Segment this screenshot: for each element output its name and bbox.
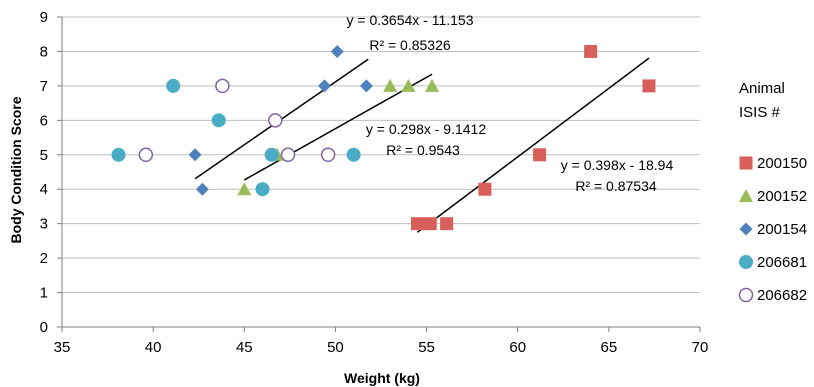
y-axis-title: Body Condition Score xyxy=(8,96,24,243)
legend-marker-206682 xyxy=(738,287,754,303)
legend-label-206682: 206682 xyxy=(757,287,807,304)
legend-marker-200154 xyxy=(739,222,753,236)
legend-marker-200152 xyxy=(739,189,753,202)
data-point-206682 xyxy=(268,113,283,128)
data-point-200152 xyxy=(237,182,252,196)
x-tick-label: 70 xyxy=(692,339,709,356)
data-point-206682 xyxy=(138,147,154,163)
data-point-200150 xyxy=(440,217,454,231)
trendline-3-r2: R² = 0.87534 xyxy=(575,178,657,194)
y-tick-label: 4 xyxy=(40,181,48,198)
legend-title-line2: ISIS # xyxy=(739,104,781,121)
data-point-206682 xyxy=(215,78,230,94)
y-tick-label: 3 xyxy=(40,216,48,233)
trendline-1-r2: R² = 0.85326 xyxy=(369,37,451,53)
y-tick-label: 5 xyxy=(40,147,48,164)
data-point-200150 xyxy=(478,182,492,196)
legend-title-line1: Animal xyxy=(739,80,785,97)
x-tick-label: 45 xyxy=(236,339,253,356)
data-point-200150 xyxy=(410,217,424,231)
data-point-200150 xyxy=(423,217,437,231)
data-point-206682 xyxy=(280,147,296,163)
trendline-2-r2: R² = 0.9543 xyxy=(386,142,460,158)
data-point-200150 xyxy=(533,148,547,162)
data-point-200154 xyxy=(188,148,202,162)
x-tick-label: 50 xyxy=(327,339,344,356)
legend: Animal ISIS # 200150 200152 200154 206681 20… xyxy=(738,80,807,304)
data-point-200150 xyxy=(642,79,656,93)
data-point-206681 xyxy=(111,147,126,162)
data-point-206681 xyxy=(166,78,181,93)
data-point-200154 xyxy=(317,79,331,93)
legend-label-200154: 200154 xyxy=(757,221,807,238)
data-point-200152 xyxy=(425,78,440,92)
legend-marker-200150 xyxy=(739,156,753,170)
trendline-3 xyxy=(417,57,650,233)
x-tick-label: 40 xyxy=(145,339,162,356)
x-axis-title: Weight (kg) xyxy=(344,370,420,386)
data-point-200152 xyxy=(401,78,416,92)
data-point-206681 xyxy=(255,182,270,197)
data-point-200154 xyxy=(359,79,373,93)
trendline-1-equation: y = 0.3654x - 11.153 xyxy=(347,12,474,28)
x-tick-label: 35 xyxy=(54,339,71,356)
data-point-200152 xyxy=(383,78,398,92)
y-tick-label: 9 xyxy=(40,9,48,26)
data-point-206681 xyxy=(211,113,226,128)
data-point-200150 xyxy=(584,44,598,58)
legend-marker-206681 xyxy=(739,255,753,269)
x-tick-label: 60 xyxy=(509,339,526,356)
trendline-labels: y = 0.3654x - 11.153 R² = 0.85326 y = 0.… xyxy=(347,12,674,194)
x-tick-label: 65 xyxy=(601,339,618,356)
y-tick-label: 6 xyxy=(40,112,48,129)
y-tick-label: 8 xyxy=(40,43,48,60)
y-tick-label: 0 xyxy=(40,319,48,336)
y-tick-label: 1 xyxy=(40,285,48,302)
data-point-200154 xyxy=(195,182,209,196)
data-point-206681 xyxy=(264,147,279,162)
legend-label-200152: 200152 xyxy=(757,188,807,205)
data-point-200154 xyxy=(330,44,344,58)
legend-label-206681: 206681 xyxy=(757,254,807,271)
data-point-206682 xyxy=(320,147,336,163)
y-tick-label: 2 xyxy=(40,250,48,267)
trendline-2 xyxy=(243,73,433,181)
x-tick-label: 55 xyxy=(418,339,435,356)
trendline-3-equation: y = 0.398x - 18.94 xyxy=(561,157,674,173)
data-points xyxy=(111,44,656,231)
y-tick-label: 7 xyxy=(40,78,48,95)
data-point-206681 xyxy=(346,147,361,162)
legend-label-200150: 200150 xyxy=(757,155,807,172)
trendline-2-equation: y = 0.298x - 9.1412 xyxy=(366,121,486,137)
